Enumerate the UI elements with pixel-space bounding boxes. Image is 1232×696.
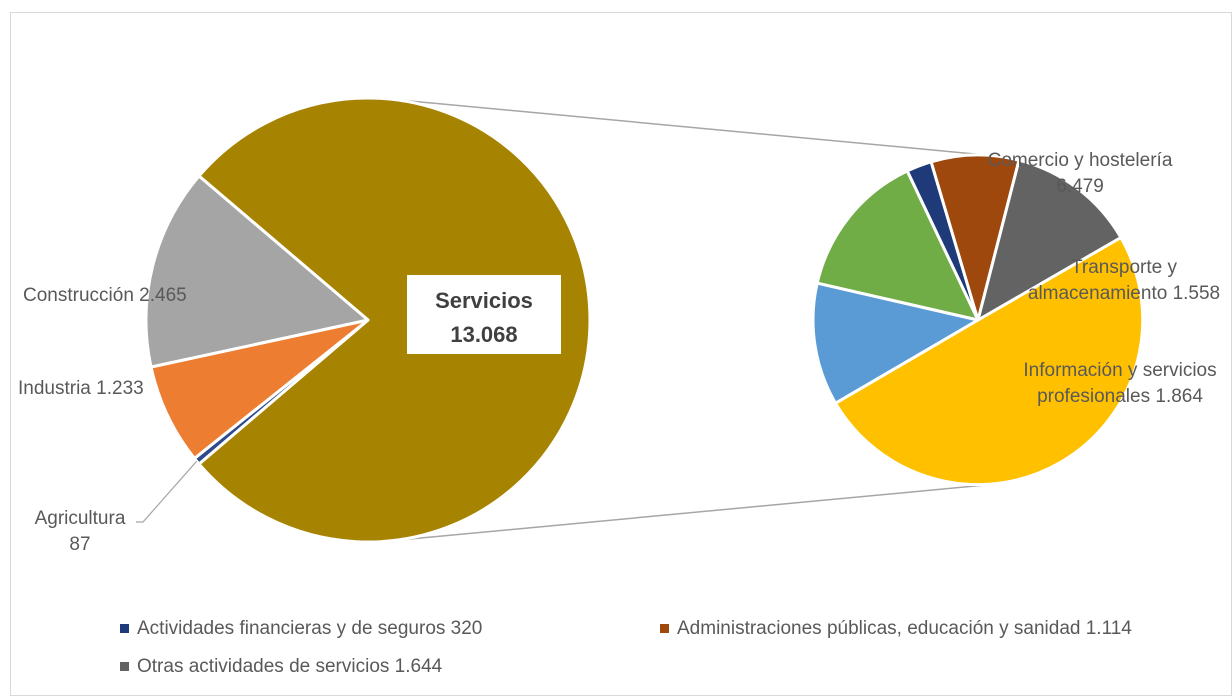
label-agricultura-value: 87 <box>69 534 90 555</box>
label-construccion: Construcción 2.465 <box>23 285 187 306</box>
legend-swatch-2 <box>660 624 669 633</box>
slice-industria <box>149 318 370 460</box>
connector-bottom-line <box>388 483 994 542</box>
label-informacion-line1: Información y servicios <box>1023 360 1216 381</box>
servicios-label-box <box>407 275 561 354</box>
label-comercio-value: 6.479 <box>1056 176 1104 197</box>
label-transporte-line2: almacenamiento 1.558 <box>1028 283 1220 304</box>
label-agricultura-name: Agricultura <box>35 508 126 529</box>
slice-construccion <box>144 174 370 369</box>
agricultura-leader-line <box>136 460 198 523</box>
slice-informacion-y-servicios-profesionales <box>815 169 980 322</box>
secondary-pie <box>811 153 1145 487</box>
legend-entry-3: Otras actividades de servicios 1.644 <box>137 656 443 677</box>
legend-swatch-3 <box>120 662 129 671</box>
label-comercio-name: Comercio y hostelería <box>988 150 1173 171</box>
slice-otras-actividades-de-servicios <box>976 158 1123 322</box>
slice-servicios <box>197 96 592 544</box>
legend-entry-2: Administraciones públicas, educación y s… <box>677 618 1132 639</box>
slice-administraciones-publicas-educacion-y-sanidad <box>929 153 1021 322</box>
data-labels: Servicios 13.068 Construcción 2.465 Industr… <box>18 150 1220 555</box>
connector-top-line <box>388 98 994 157</box>
label-transporte-line1: Transporte y <box>1071 257 1177 278</box>
legend-entry-1: Actividades financieras y de seguros 320 <box>137 618 482 639</box>
legend-swatch-1 <box>120 624 129 633</box>
label-servicios-name: Servicios <box>435 288 533 313</box>
label-servicios-value: 13.068 <box>450 322 517 347</box>
label-informacion-line2: profesionales 1.864 <box>1037 386 1203 407</box>
slice-transporte-y-almacenamiento <box>811 281 980 405</box>
legend: Actividades financieras y de seguros 320… <box>120 618 1132 677</box>
connector-lines <box>388 98 994 542</box>
primary-pie <box>144 96 592 544</box>
label-industria: Industria 1.233 <box>18 378 144 399</box>
slice-comercio-y-hosteleria <box>834 236 1145 487</box>
